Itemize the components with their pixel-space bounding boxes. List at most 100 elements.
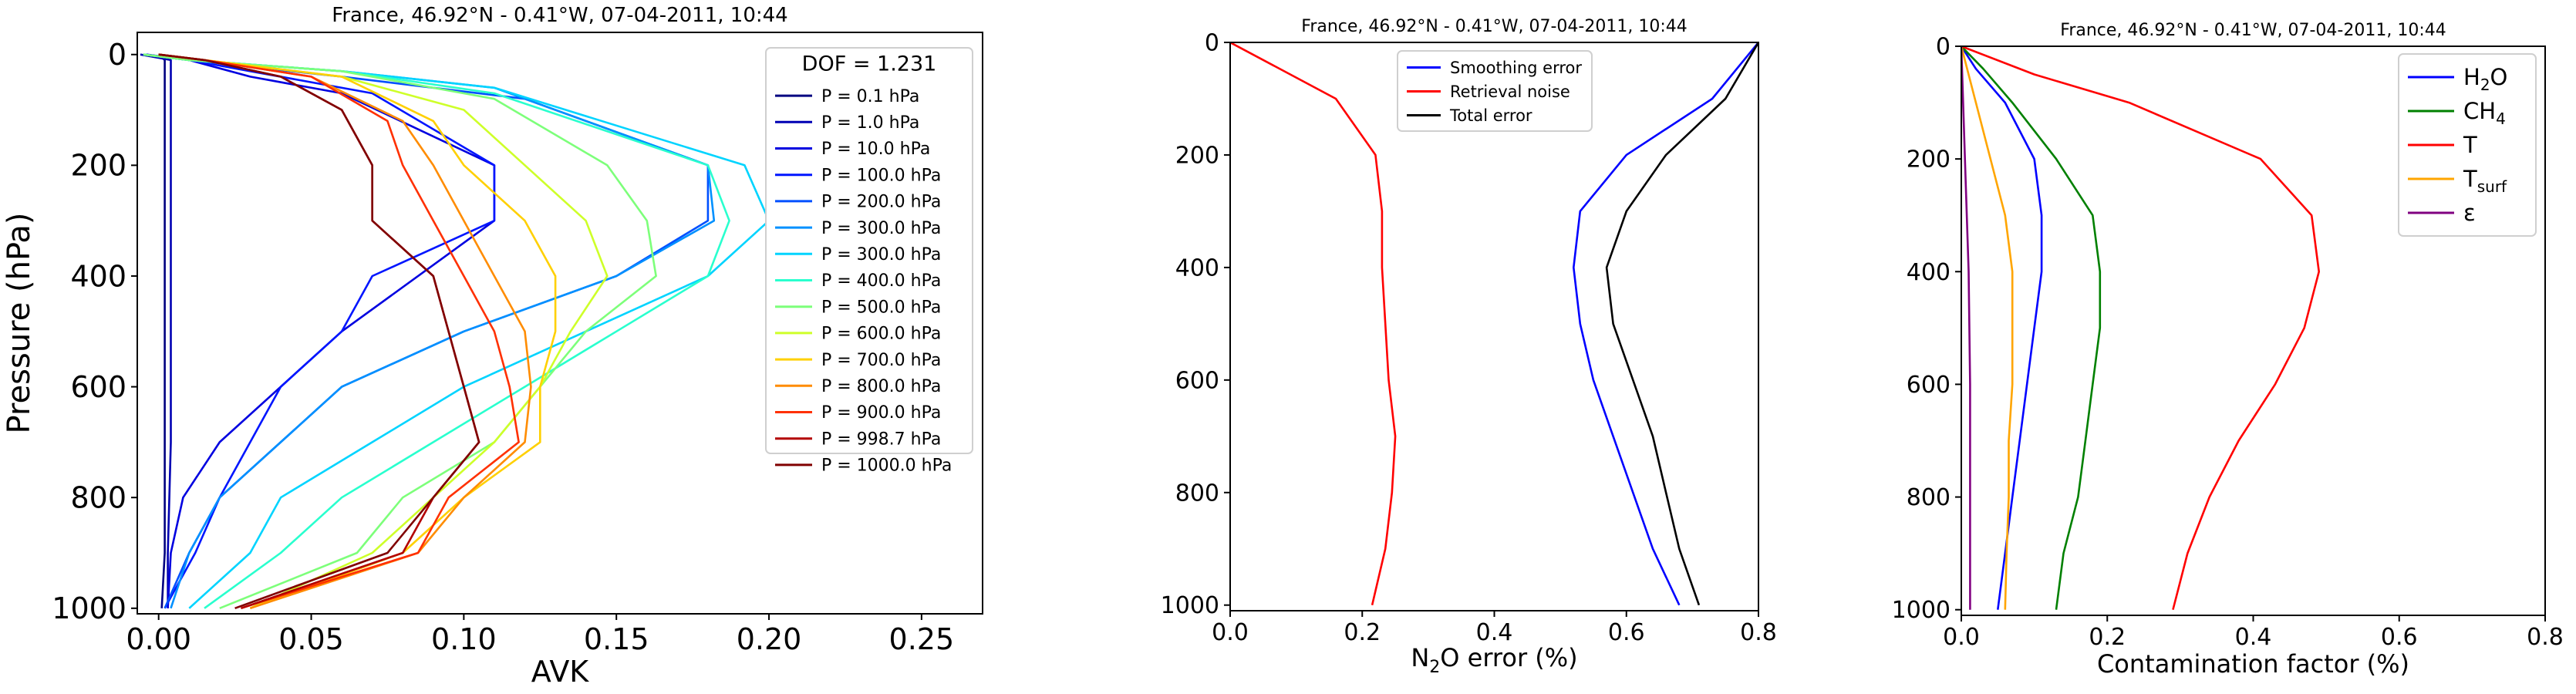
y-tick-label: 600 bbox=[1175, 367, 1219, 394]
x-axis-label: N2O error (%) bbox=[1411, 643, 1577, 677]
legend-label: P = 800.0 hPa bbox=[821, 377, 941, 396]
chart-panel-1: France, 46.92°N - 0.41°W, 07-04-2011, 10… bbox=[2, 4, 983, 689]
label-part: N bbox=[1411, 643, 1429, 672]
legend-label: Retrieval noise bbox=[1450, 83, 1570, 101]
y-tick-label: 200 bbox=[1175, 142, 1219, 169]
series-group bbox=[1961, 46, 2320, 611]
subscript: surf bbox=[2477, 177, 2507, 196]
legend-label: Tsurf bbox=[2463, 166, 2507, 196]
series-line-2 bbox=[1230, 42, 1397, 605]
legend-label: P = 10.0 hPa bbox=[821, 140, 930, 159]
series-line-12 bbox=[158, 53, 532, 610]
legend-box bbox=[1397, 50, 1593, 132]
label-part: T bbox=[2463, 166, 2477, 192]
y-tick-label: 400 bbox=[1175, 254, 1219, 281]
legend-label: P = 1.0 hPa bbox=[821, 113, 919, 133]
series-line-10 bbox=[158, 53, 609, 609]
label-part: ε bbox=[2463, 200, 2476, 226]
y-tick-label: 1000 bbox=[1892, 597, 1951, 624]
legend-title: DOF = 1.231 bbox=[802, 52, 937, 76]
legend-label: Total error bbox=[1449, 106, 1532, 125]
label-part: CH bbox=[2463, 98, 2496, 124]
series-group bbox=[140, 53, 770, 610]
x-tick-label: 0.4 bbox=[1476, 619, 1513, 646]
x-tick-label: 0.0 bbox=[1943, 624, 1980, 651]
y-tick-label: 0 bbox=[1205, 30, 1219, 57]
y-axis-label: Pressure (hPa) bbox=[2, 213, 37, 434]
label-part: H bbox=[2463, 64, 2480, 90]
x-tick-label: 0.20 bbox=[737, 622, 802, 656]
x-tick-label: 0.8 bbox=[2527, 624, 2564, 651]
x-tick-label: 0.15 bbox=[584, 622, 649, 656]
series-line-15 bbox=[158, 53, 480, 610]
series-line-2 bbox=[1961, 46, 2102, 610]
y-tick-label: 1000 bbox=[52, 591, 126, 625]
legend-label: ε bbox=[2463, 200, 2476, 226]
legend-box bbox=[765, 47, 973, 454]
legend-label: P = 600.0 hPa bbox=[821, 325, 941, 344]
series-line-13 bbox=[158, 53, 520, 610]
chart-title: France, 46.92°N - 0.41°W, 07-04-2011, 10… bbox=[332, 4, 787, 27]
y-tick-label: 200 bbox=[1907, 147, 1951, 174]
subscript: 2 bbox=[1429, 658, 1440, 677]
series-line-4 bbox=[1961, 46, 2014, 610]
legend-label: Smoothing error bbox=[1450, 59, 1582, 77]
legend-box bbox=[2398, 53, 2537, 237]
legend-label: P = 700.0 hPa bbox=[821, 351, 941, 370]
legend-label: T bbox=[2463, 132, 2477, 158]
series-line-1 bbox=[157, 53, 166, 608]
x-tick-label: 0.4 bbox=[2235, 624, 2272, 651]
series-line-3 bbox=[146, 53, 496, 608]
series-line-3 bbox=[1961, 46, 2320, 611]
series-line-3 bbox=[1605, 42, 1758, 606]
x-axis-label: Contamination factor (%) bbox=[2097, 649, 2409, 679]
legend-label: P = 300.0 hPa bbox=[821, 219, 941, 238]
label-part: O error (%) bbox=[1440, 643, 1577, 672]
x-tick-label: 0.0 bbox=[1212, 619, 1249, 646]
x-tick-label: 0.8 bbox=[1740, 619, 1777, 646]
x-axis-label: AVK bbox=[531, 655, 590, 689]
legend-label: H2O bbox=[2463, 64, 2507, 94]
y-tick-label: 800 bbox=[1175, 480, 1219, 507]
series-line-1 bbox=[1961, 46, 2043, 610]
y-tick-label: 600 bbox=[1907, 372, 1951, 399]
chart-title: France, 46.92°N - 0.41°W, 07-04-2011, 10… bbox=[2060, 21, 2446, 40]
series-line-2 bbox=[140, 53, 172, 608]
legend-label: P = 0.1 hPa bbox=[821, 87, 919, 106]
series-line-5 bbox=[1961, 46, 1971, 610]
legend: DOF = 1.231 P = 0.1 hPa P = 1.0 hPa P = 10.… bbox=[765, 47, 973, 476]
series-line-9 bbox=[143, 53, 657, 610]
x-tick-label: 0.2 bbox=[2089, 624, 2126, 651]
chart-title: France, 46.92°N - 0.41°W, 07-04-2011, 10… bbox=[1301, 17, 1687, 36]
y-tick-label: 600 bbox=[70, 370, 126, 404]
y-tick-label: 0 bbox=[108, 38, 126, 72]
legend-label: CH4 bbox=[2463, 98, 2506, 128]
series-group bbox=[1230, 42, 1758, 606]
y-tick-label: 800 bbox=[1907, 484, 1951, 511]
plot-frame bbox=[137, 32, 983, 615]
y-tick-label: 0 bbox=[1936, 34, 1951, 61]
x-tick-label: 0.00 bbox=[126, 622, 191, 656]
legend-label: P = 998.7 hPa bbox=[821, 430, 941, 449]
label-part: O bbox=[2490, 64, 2508, 90]
legend-label: P = 300.0 hPa bbox=[821, 245, 941, 264]
chart-panel-3: France, 46.92°N - 0.41°W, 07-04-2011, 10… bbox=[1892, 21, 2564, 679]
chart-panel-2: France, 46.92°N - 0.41°W, 07-04-2011, 10… bbox=[1161, 17, 1777, 677]
subscript: 2 bbox=[2480, 76, 2490, 94]
series-line-7 bbox=[143, 53, 770, 609]
legend-label: P = 400.0 hPa bbox=[821, 271, 941, 291]
y-tick-label: 200 bbox=[70, 149, 126, 183]
y-tick-label: 800 bbox=[70, 481, 126, 515]
legend: Smoothing error Retrieval noise Total erro… bbox=[1397, 50, 1593, 132]
x-tick-label: 0.10 bbox=[431, 622, 497, 656]
x-tick-label: 0.25 bbox=[889, 622, 955, 656]
legend-label: P = 200.0 hPa bbox=[821, 193, 941, 212]
legend-label: P = 100.0 hPa bbox=[821, 166, 941, 185]
series-line-1 bbox=[1573, 42, 1758, 606]
y-tick-label: 400 bbox=[70, 259, 126, 293]
x-tick-label: 0.6 bbox=[1608, 619, 1645, 646]
y-tick-label: 1000 bbox=[1161, 592, 1219, 619]
label-part: T bbox=[2463, 132, 2477, 158]
